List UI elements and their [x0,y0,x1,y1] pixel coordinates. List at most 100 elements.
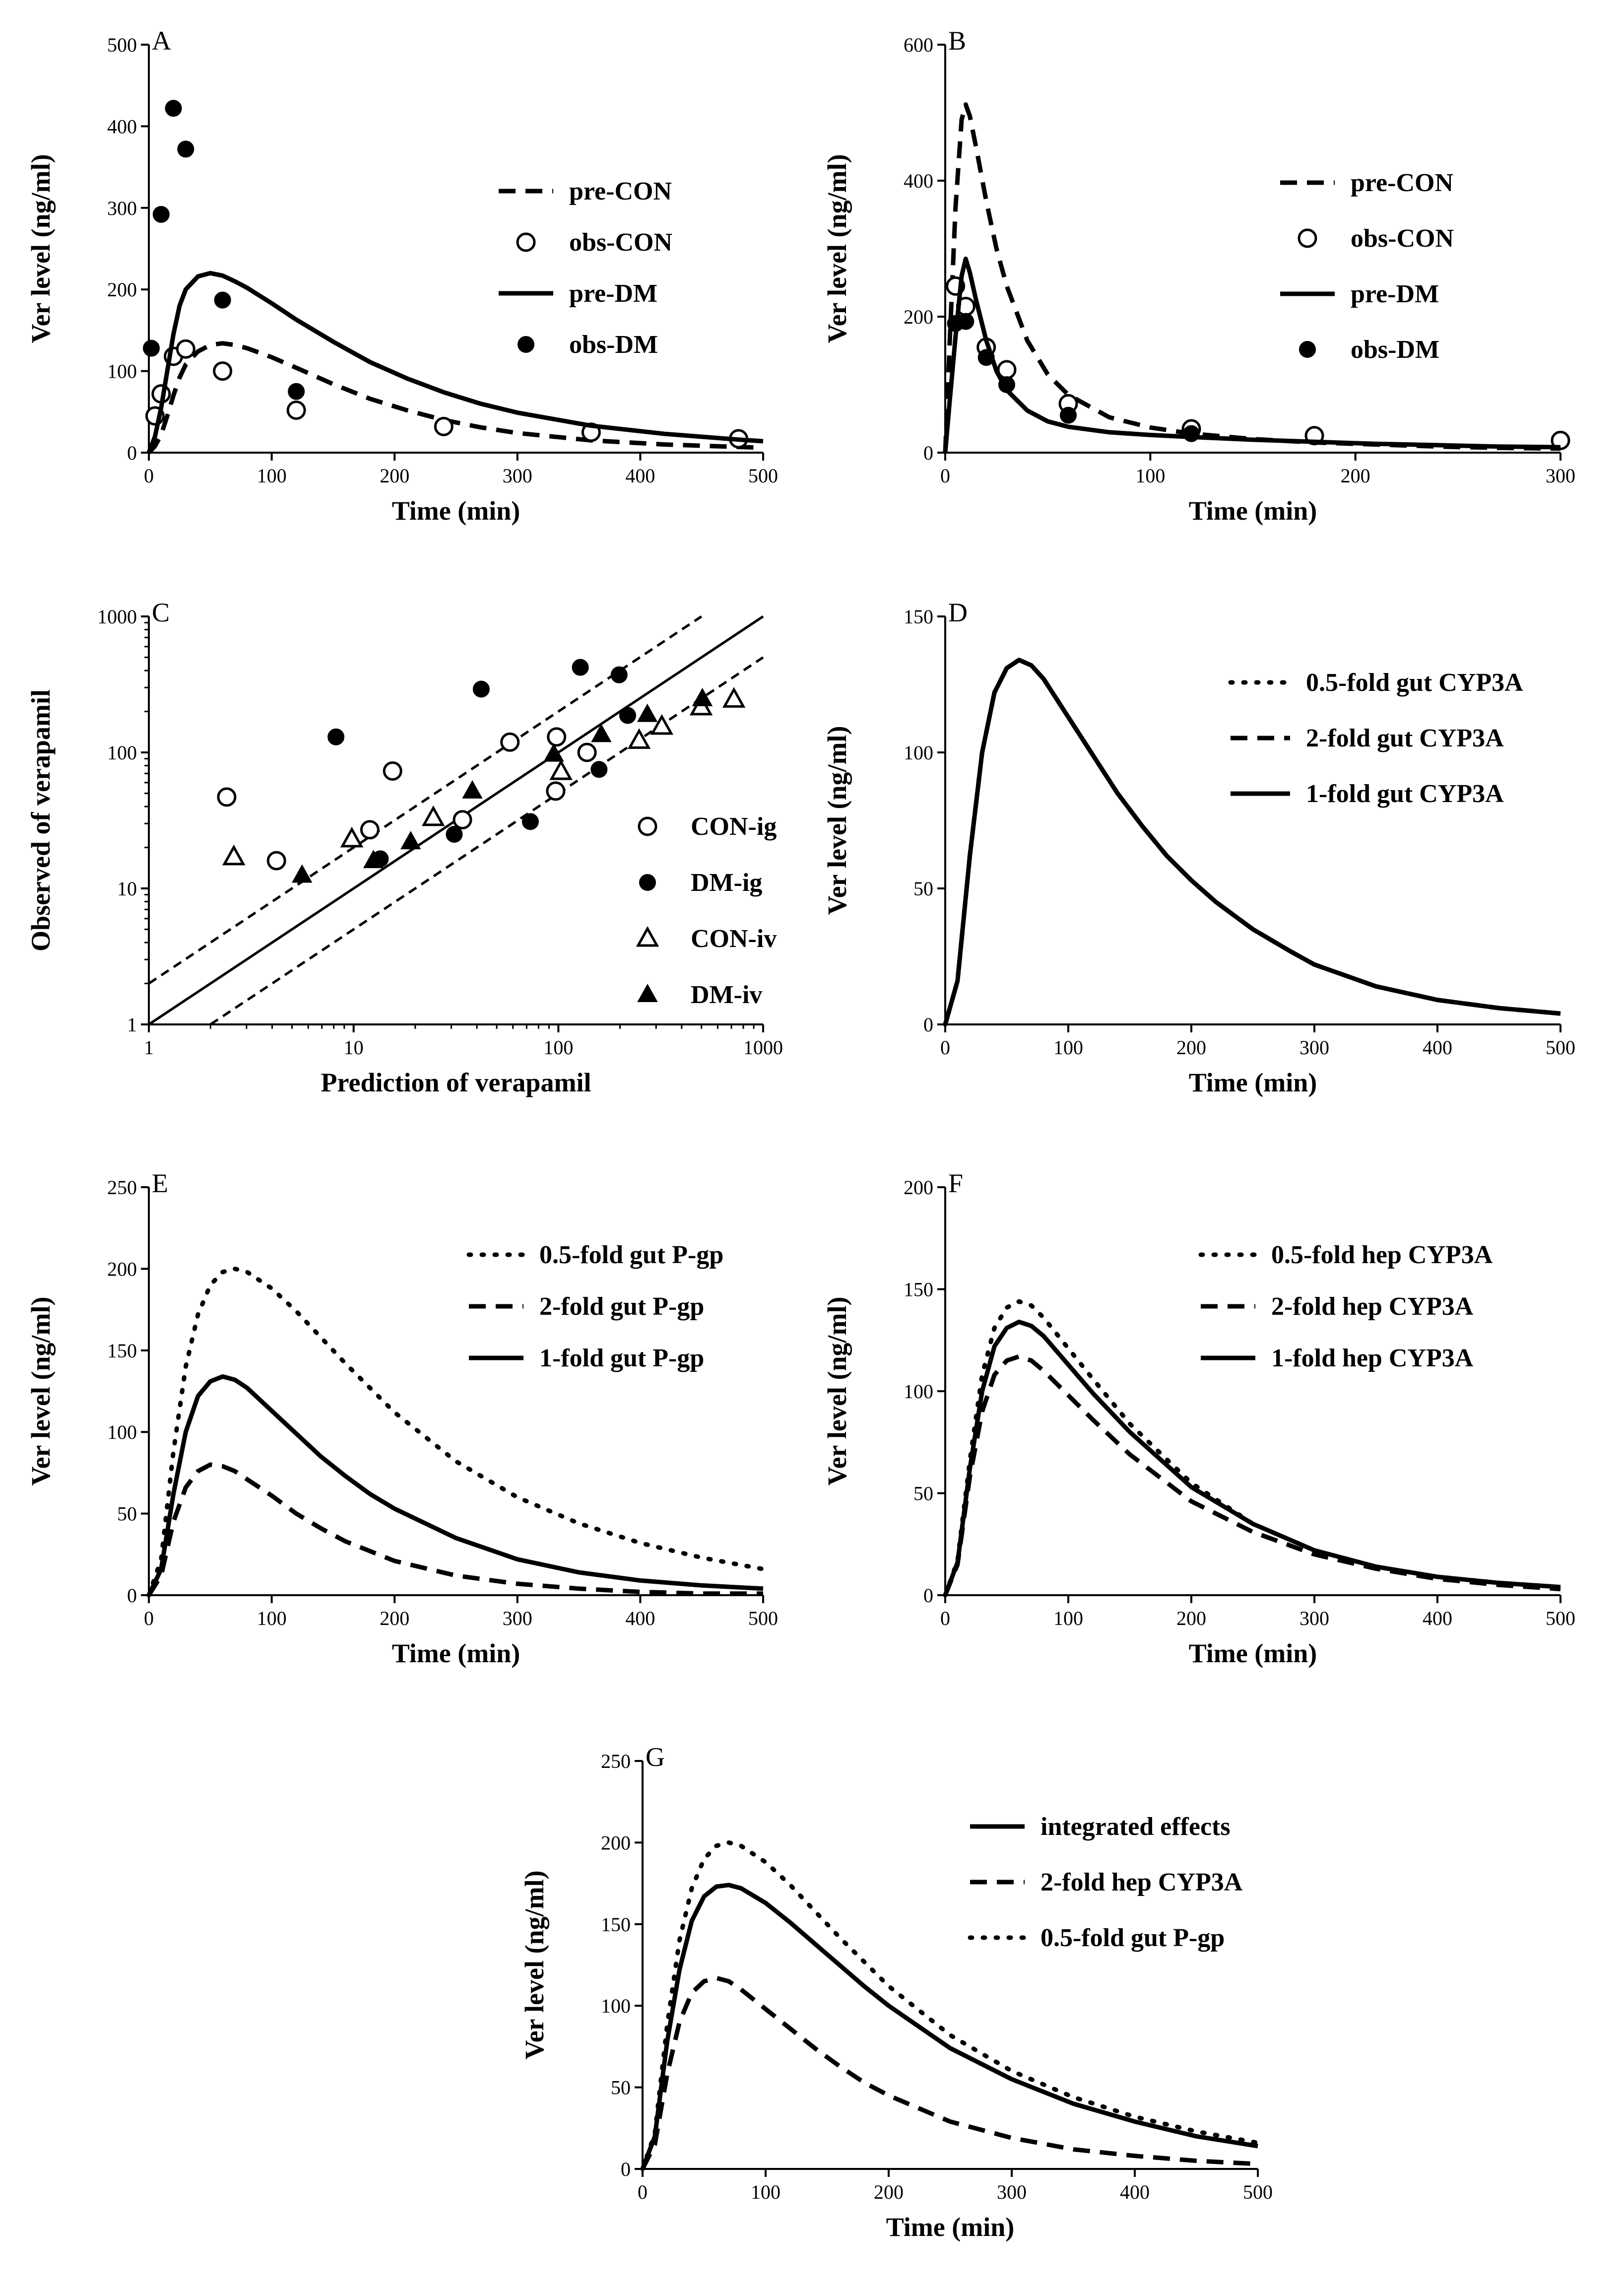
y-tick-label: 0 [621,2158,631,2180]
chart-panel-f: 0 100 200 300 400 500 0 50 100 150 200 Time (min) Ve… [822,1168,1575,1668]
y-tick-label: 100 [601,1995,631,2017]
x-tick-label: 300 [503,465,532,487]
legend-label: DM-iv [691,981,762,1009]
series-line-integrated-effects [640,1883,1258,2170]
data-point-dm-ig [327,728,345,745]
x-tick-label: 0 [940,1607,950,1629]
data-point-dm-iv [543,743,564,762]
y-tick-label: 0 [923,1584,933,1607]
y-tick-label: 50 [913,1483,933,1505]
y-tick-label: 0 [923,1013,933,1036]
series-line-pre-dm [943,257,1561,453]
fold-range-line [209,656,764,1026]
x-tick-label: 400 [1120,2181,1150,2203]
x-tick-label: 300 [997,2181,1027,2203]
x-tick-label: 0 [940,465,950,487]
panel-letter: F [948,1168,963,1198]
x-tick-label: 0 [940,1036,950,1059]
data-point-obs-dm [165,100,182,117]
y-tick-label: 250 [601,1750,631,1772]
data-point-dm-ig [572,659,589,676]
x-tick-label: 100 [1135,465,1165,487]
y-axis-title: Ver level (ng/ml) [520,1871,549,2060]
x-axis-title: Time (min) [1189,1068,1317,1097]
x-tick-label: 500 [748,1607,778,1629]
data-point-con-ig [383,761,402,781]
series-line-0-5-fold-gut-p-gp [146,1266,766,1598]
x-axis-title: Time (min) [1189,496,1317,526]
data-point-obs-dm [142,339,160,357]
y-tick-label: 250 [107,1176,137,1199]
data-point-con-iv [722,687,746,708]
y-tick-label: 150 [904,606,933,628]
x-tick-label: 0 [144,465,154,487]
y-tick-label: 50 [117,1503,137,1525]
data-point-obs-con [1551,430,1570,450]
legend-label: 2-fold gut P-gp [539,1292,704,1321]
data-point-obs-dm [1060,406,1077,424]
x-tick-label: 200 [380,1607,409,1629]
y-tick-label: 150 [107,1340,137,1362]
data-point-obs-dm [957,313,974,330]
x-axis-title: Time (min) [1189,1638,1317,1668]
data-point-dm-iv [692,687,713,706]
x-tick-label: 400 [1423,1036,1452,1059]
series-line-pre-dm [146,270,764,454]
data-point-dm-ig [446,825,463,843]
legend-swatch [637,983,658,1002]
chart-panel-a: 0 100 200 300 400 500 0 100 200 300 400 500 Time (mi… [26,26,778,526]
x-tick-label: 100 [257,465,287,487]
data-point-con-ig [547,727,567,747]
data-point-dm-ig [619,707,637,724]
data-point-obs-dm [214,291,231,309]
legend-label: CON-ig [691,812,777,841]
data-point-dm-iv [363,850,384,869]
legend-label: integrated effects [1040,1813,1231,1841]
y-axis-title: Ver level (ng/ml) [822,1297,852,1486]
data-point-con-iv [422,805,445,826]
legend-label: 1-fold hep CYP3A [1271,1344,1474,1372]
series-line-pre-con [147,341,764,455]
x-tick-label: 100 [257,1607,287,1629]
y-tick-label: 1 [127,1013,137,1036]
y-tick-label: 0 [127,1584,137,1607]
x-tick-label: 500 [748,465,778,487]
legend-label: obs-DM [569,331,658,359]
x-axis-title: Prediction of verapamil [321,1068,591,1097]
y-tick-label: 0 [923,442,933,464]
data-point-con-ig [217,787,237,807]
data-point-con-ig [577,743,597,762]
x-tick-label: 500 [1546,1607,1575,1629]
data-point-dm-ig [521,813,539,830]
y-tick-label: 0 [127,442,137,464]
legend-label: CON-iv [691,925,777,953]
x-tick-label: 500 [1546,1036,1575,1059]
series-line-2-fold-gut-p-gp [147,1462,763,1597]
panel-letter: B [948,26,966,56]
chart-panel-c: 1 10 100 1000 1 10 100 1000 Prediction of verapa… [26,598,783,1097]
data-point-dm-iv [462,780,483,799]
y-tick-label: 100 [107,360,137,383]
y-axis-title: Ver level (ng/ml) [26,1297,56,1486]
legend-label: 2-fold hep CYP3A [1040,1868,1243,1896]
data-point-con-iv [222,844,246,866]
data-point-dm-iv [637,703,658,722]
x-tick-label: 200 [380,465,409,487]
y-tick-label: 500 [107,34,137,56]
y-tick-label: 150 [601,1913,631,1936]
y-tick-label: 200 [904,1176,933,1199]
legend-label: obs-CON [569,228,672,257]
data-point-dm-ig [610,666,628,683]
chart-panel-b: 0 100 200 300 0 200 400 600 Time (min) Ver level … [822,26,1575,526]
data-point-con-ig [500,732,520,752]
y-tick-label: 100 [904,742,933,764]
data-point-obs-dm [152,205,170,223]
x-tick-label: 400 [625,1607,655,1629]
x-tick-label: 100 [1053,1036,1083,1059]
x-tick-label: 200 [1176,1036,1206,1059]
legend-label: 2-fold gut CYP3A [1306,724,1504,752]
data-point-dm-ig [472,680,490,698]
data-point-con-ig [266,851,286,871]
legend-swatch [1298,228,1317,248]
legend-label: 0.5-fold hep CYP3A [1271,1241,1493,1269]
